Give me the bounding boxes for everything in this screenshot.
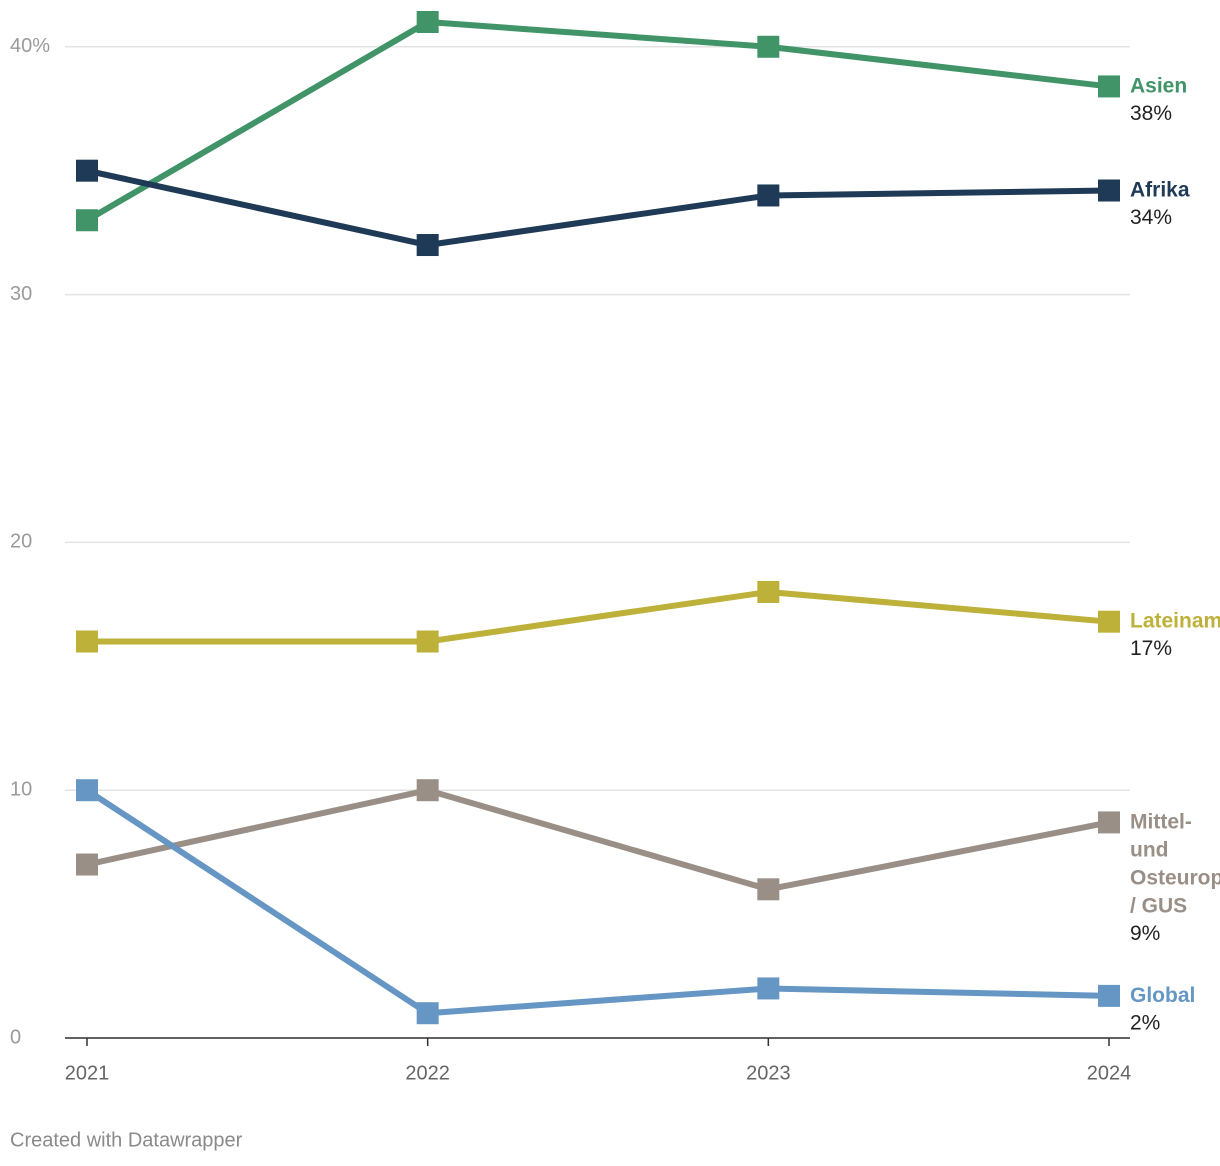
series-label: Afrika — [1130, 178, 1190, 201]
marker — [757, 35, 780, 58]
marker — [76, 779, 98, 802]
y-tick-label: 10 — [10, 778, 32, 800]
x-tick-label: 2024 — [1087, 1062, 1132, 1084]
marker — [76, 159, 98, 182]
marker — [76, 209, 98, 232]
x-tick-label: 2021 — [65, 1062, 110, 1084]
marker — [757, 878, 780, 901]
marker — [416, 11, 439, 33]
series-label: Asien — [1130, 74, 1187, 97]
y-tick-label: 40% — [10, 35, 50, 57]
value-label: 9% — [1130, 922, 1160, 945]
y-tick-label: 30 — [10, 283, 32, 305]
marker — [76, 630, 98, 653]
series-line — [87, 588, 1110, 645]
marker — [1098, 610, 1120, 633]
series-line — [85, 787, 1110, 1017]
y-tick-label: 20 — [10, 531, 32, 553]
marker — [1098, 984, 1120, 1007]
series-label: Mittel-undOsteuropa/ GUS — [1130, 810, 1220, 917]
footer: Created with Datawrapper — [10, 1129, 243, 1151]
x-tick-label: 2023 — [746, 1062, 791, 1084]
value-label: 38% — [1130, 102, 1172, 125]
marker — [416, 1002, 439, 1025]
marker — [757, 184, 780, 207]
x-tick-label: 2022 — [405, 1062, 450, 1084]
marker — [416, 630, 439, 653]
marker — [76, 853, 98, 876]
marker — [416, 234, 439, 257]
marker — [1098, 75, 1120, 98]
y-tick-label: 0 — [10, 1026, 21, 1048]
marker — [757, 580, 780, 603]
marker — [1098, 179, 1120, 202]
value-label: 17% — [1130, 637, 1172, 660]
series-line — [86, 167, 1110, 249]
marker — [1098, 811, 1120, 834]
marker — [757, 977, 780, 1000]
marker — [416, 779, 439, 802]
value-label: 34% — [1130, 206, 1172, 229]
series-label: Lateinamerika — [1130, 609, 1220, 632]
value-label: 2% — [1130, 1011, 1160, 1034]
series-line — [85, 19, 1110, 223]
series-label: Global — [1130, 983, 1195, 1006]
series-line — [86, 787, 1110, 893]
